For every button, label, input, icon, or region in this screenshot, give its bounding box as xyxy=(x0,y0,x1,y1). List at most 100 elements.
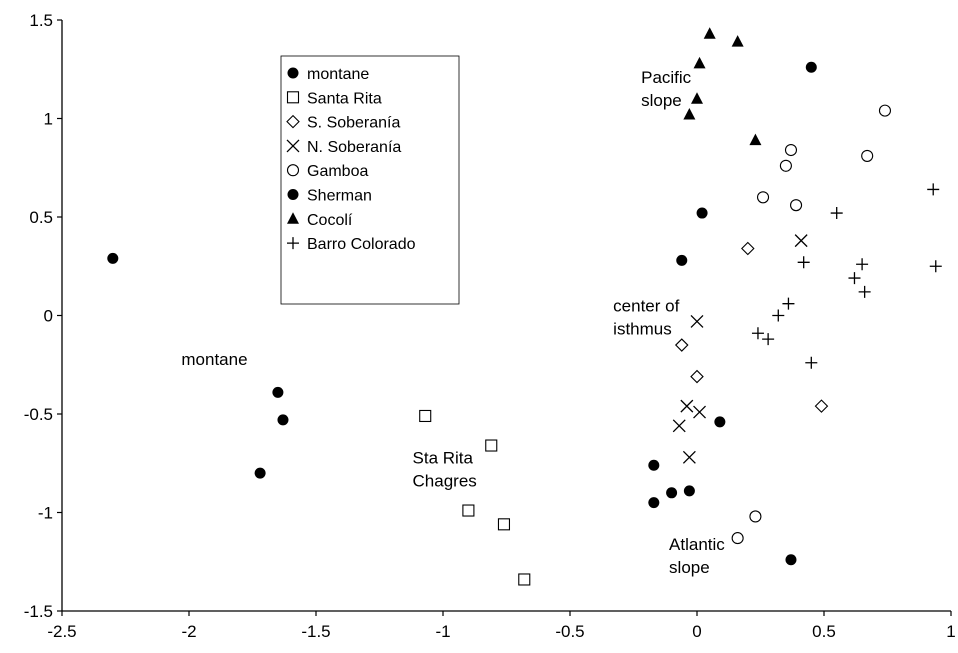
y-tick-label: 1.5 xyxy=(29,11,53,30)
legend-label: Cocolí xyxy=(307,212,353,229)
point-santa-rita xyxy=(485,439,498,452)
point-santa-rita xyxy=(497,518,511,531)
point-montane xyxy=(107,252,119,264)
y-tick-label: 1 xyxy=(44,110,53,129)
y-tick-label: -0.5 xyxy=(24,405,53,424)
legend-label: montane xyxy=(307,66,369,83)
point-s-soberan-a xyxy=(741,241,755,256)
point-barro-colorado xyxy=(762,333,775,346)
point-sherman xyxy=(666,487,678,499)
point-barro-colorado xyxy=(797,256,810,269)
x-tick-label: -1 xyxy=(435,622,450,641)
point-cocol xyxy=(693,56,706,69)
legend-marker xyxy=(286,164,300,177)
legend-label: N. Soberanía xyxy=(307,139,401,156)
point-s-soberan-a xyxy=(690,369,704,384)
point-barro-colorado xyxy=(830,207,843,220)
point-montane xyxy=(272,386,284,398)
point-cocol xyxy=(683,108,696,120)
point-sherman xyxy=(805,61,817,73)
point-montane xyxy=(277,414,289,426)
point-barro-colorado xyxy=(927,183,940,196)
point-sherman xyxy=(683,485,695,497)
point-cocol xyxy=(731,35,744,47)
point-barro-colorado xyxy=(856,258,869,271)
point-santa-rita xyxy=(419,409,432,423)
point-n-soberan-a xyxy=(794,234,808,248)
point-n-soberan-a xyxy=(682,450,696,464)
legend-marker xyxy=(287,237,299,250)
point-barro-colorado xyxy=(929,260,942,273)
legend-marker xyxy=(287,67,299,79)
point-n-soberan-a xyxy=(690,314,704,328)
point-sherman xyxy=(676,254,688,266)
point-santa-rita xyxy=(518,573,531,586)
annotation-label: Sta Rita xyxy=(413,448,474,467)
point-gamboa xyxy=(731,532,744,545)
point-gamboa xyxy=(878,104,892,117)
legend: montane Santa Rita S. Soberanía N. Soberaní… xyxy=(280,55,460,305)
point-barro-colorado xyxy=(782,297,795,310)
point-gamboa xyxy=(779,159,792,172)
annotation-label: Pacific xyxy=(641,68,692,87)
x-tick-label: -2 xyxy=(181,622,196,641)
annotations: Pacific slope center of isthmus montane Sta R… xyxy=(181,68,725,577)
annotation-label: slope xyxy=(641,91,682,110)
point-sherman xyxy=(648,497,660,509)
x-tick-label: -0.5 xyxy=(555,622,584,641)
x-tick-label: 1 xyxy=(946,622,955,641)
x-tick-label: 0 xyxy=(692,622,701,641)
legend-marker xyxy=(286,114,300,129)
legend-marker xyxy=(287,212,299,224)
annotation-label: montane xyxy=(181,350,247,369)
y-tick-label: 0.5 xyxy=(29,208,53,227)
point-sherman xyxy=(785,554,797,566)
legend-marker xyxy=(286,139,300,153)
point-barro-colorado xyxy=(858,285,871,298)
annotation-label: Atlantic xyxy=(669,535,725,554)
y-tick-label: -1 xyxy=(38,504,53,523)
point-barro-colorado xyxy=(848,272,861,285)
annotation-label: isthmus xyxy=(613,320,672,339)
axes: -1.5 -1 -0.5 0 0.5 1 1.5 -2.5 -2 -1.5 -1 -0.5 0 0.5 1 xyxy=(24,11,956,641)
legend-label: S. Soberanía xyxy=(307,115,401,132)
legend-label: Santa Rita xyxy=(307,90,382,107)
point-cocol xyxy=(691,92,703,104)
point-gamboa xyxy=(749,510,762,523)
x-tick-label: -1.5 xyxy=(301,622,330,641)
x-tick-label: 0.5 xyxy=(812,622,836,641)
x-tick-label: -2.5 xyxy=(47,622,76,641)
annotation-label: Chagres xyxy=(413,471,477,490)
point-gamboa xyxy=(861,149,874,162)
point-cocol xyxy=(749,133,762,146)
data-points xyxy=(107,27,942,586)
point-montane xyxy=(254,467,266,479)
point-sherman xyxy=(648,459,660,471)
point-barro-colorado xyxy=(751,327,764,340)
legend-label: Sherman xyxy=(307,188,372,205)
point-sherman xyxy=(696,207,708,219)
point-s-soberan-a xyxy=(674,338,689,352)
legend-label: Gamboa xyxy=(307,163,368,180)
point-gamboa xyxy=(756,191,770,204)
point-cocol xyxy=(703,27,716,39)
point-barro-colorado xyxy=(772,309,785,322)
point-s-soberan-a xyxy=(814,399,829,413)
point-barro-colorado xyxy=(805,356,818,369)
y-tick-label: -1.5 xyxy=(24,602,53,621)
y-tick-label: 0 xyxy=(44,307,53,326)
legend-marker xyxy=(286,91,300,104)
point-gamboa xyxy=(790,199,803,212)
annotation-label: center of xyxy=(613,297,679,316)
point-santa-rita xyxy=(462,504,475,517)
legend-label: Barro Colorado xyxy=(307,236,416,253)
annotation-label: slope xyxy=(669,558,710,577)
point-gamboa xyxy=(784,143,798,157)
point-n-soberan-a xyxy=(672,419,686,433)
point-n-soberan-a xyxy=(693,405,706,419)
legend-box xyxy=(280,55,460,305)
point-n-soberan-a xyxy=(680,399,694,413)
legend-marker xyxy=(287,189,299,200)
point-sherman xyxy=(714,416,726,428)
